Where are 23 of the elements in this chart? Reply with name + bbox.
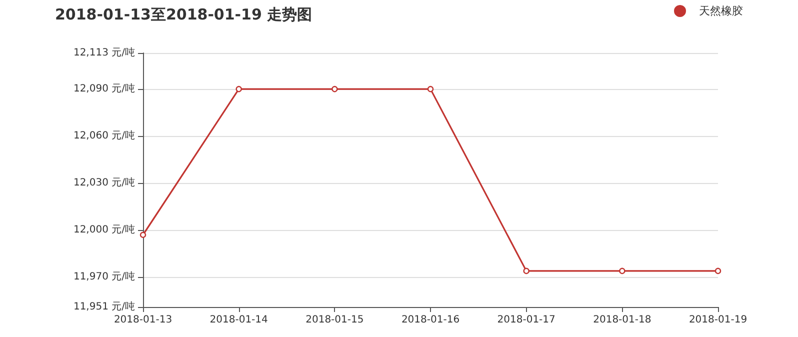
point — [332, 86, 338, 92]
point — [714, 268, 722, 274]
legend-label: 天然橡胶 — [699, 4, 743, 18]
y-tick-label: 11,951 元/吨 — [73, 300, 135, 312]
y-tick-label: 11,970 元/吨 — [73, 270, 135, 283]
point — [236, 86, 242, 92]
x-tick-label: 2018-01-19 — [688, 314, 748, 326]
point — [427, 86, 434, 92]
x-tick-label: 2018-01-15 — [306, 314, 364, 326]
x-tick-label: 2018-01-17 — [497, 314, 556, 326]
y-tick-label: 12,113 元/吨 — [73, 46, 135, 58]
point — [619, 268, 626, 274]
y-tick-label: 12,000 元/吨 — [73, 224, 135, 236]
y-tick-label: 12,090 元/吨 — [73, 82, 135, 95]
x-tick-label: 2018-01-13 — [114, 314, 172, 326]
x-tick-label: 2018-01-14 — [210, 314, 268, 326]
x-tick-label: 2018-01-18 — [593, 314, 652, 326]
chart-title: 2018-01-13至2018-01-19 走势图 — [55, 6, 312, 24]
point — [523, 268, 530, 274]
point — [140, 232, 146, 238]
y-tick-label: 12,030 元/吨 — [73, 176, 135, 189]
x-tick-label: 2018-01-16 — [401, 314, 460, 326]
y-tick-label: 12,060 元/吨 — [73, 130, 135, 142]
